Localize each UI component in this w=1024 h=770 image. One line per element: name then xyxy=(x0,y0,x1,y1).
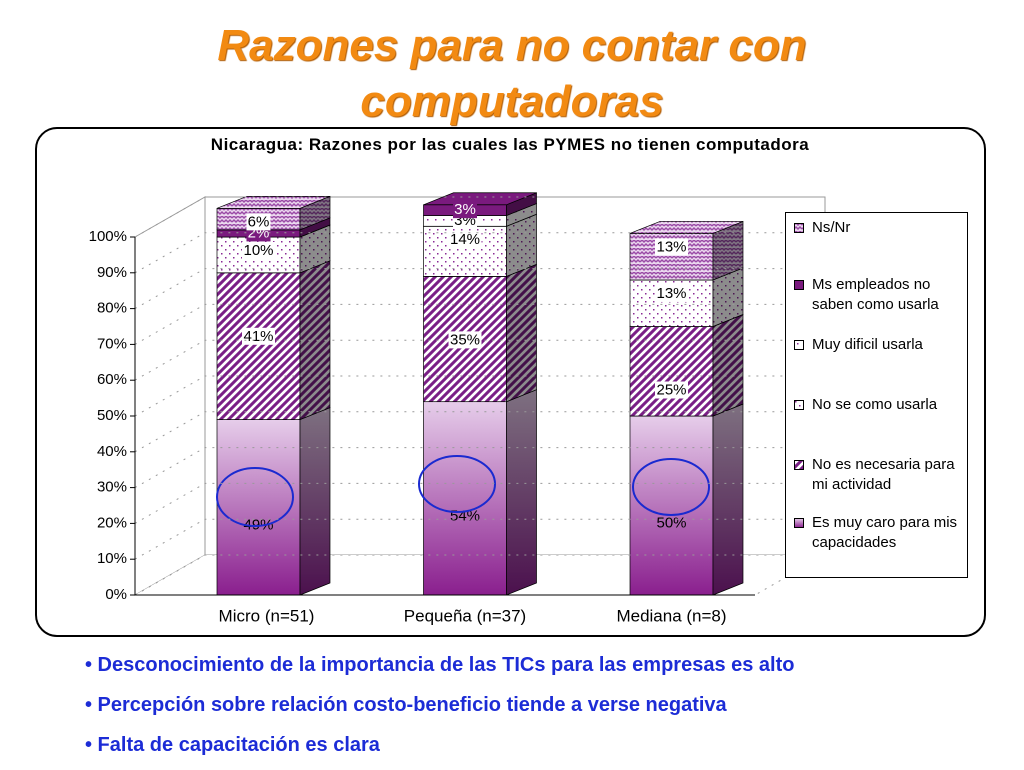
data-label-bg xyxy=(448,331,482,349)
data-label-bg xyxy=(655,238,688,256)
bar-segment xyxy=(216,407,331,596)
y-tick-label: 20% xyxy=(97,514,127,531)
y-tick-label: 10% xyxy=(97,550,127,567)
data-label: 41% xyxy=(243,328,273,345)
bullet: • Falta de capacitación es clara xyxy=(85,734,380,756)
x-tick-label: Micro (n=51) xyxy=(219,606,315,625)
data-label-bg xyxy=(453,201,477,219)
y-tick-label: 60% xyxy=(97,371,127,388)
data-label: 10% xyxy=(243,242,273,259)
y-tick-label: 30% xyxy=(97,479,127,496)
legend-item: No es necesaria para mi actividad xyxy=(794,455,966,495)
grid-line xyxy=(134,482,825,524)
legend-label: Es muy caro para mis capacidades xyxy=(812,514,958,551)
data-label-bg xyxy=(655,381,688,399)
data-label-bg xyxy=(242,327,275,345)
data-label: 3% xyxy=(454,201,476,218)
legend-swatch xyxy=(794,400,804,410)
y-tick-label: 90% xyxy=(97,264,127,281)
bar-segment xyxy=(629,403,744,596)
grid-line xyxy=(134,554,825,596)
legend: Ns/Nr Ms empleados no saben como usarla Mu… xyxy=(785,212,968,578)
data-label: 25% xyxy=(656,381,686,398)
data-label: 6% xyxy=(248,213,270,230)
legend-label: No se como usarla xyxy=(812,396,938,413)
bar-segment xyxy=(216,195,331,231)
legend-label: Ms empleados no saben como usarla xyxy=(812,276,939,313)
grid-line xyxy=(134,268,825,310)
data-label-bg xyxy=(246,213,271,231)
legend-item: Muy dificil usarla xyxy=(794,335,966,355)
data-label-bg xyxy=(242,242,275,259)
data-label-bg xyxy=(655,284,688,302)
legend-item: Ms empleados no saben como usarla xyxy=(794,275,966,315)
highlight-circles xyxy=(216,455,710,527)
data-label: 49% xyxy=(243,516,273,533)
legend-label: Ns/Nr xyxy=(812,219,851,236)
legend-item: No se como usarla xyxy=(794,395,966,415)
data-label: 35% xyxy=(450,331,480,348)
legend-item: Ns/Nr xyxy=(794,218,966,238)
legend-swatch xyxy=(794,518,804,528)
bar-segment xyxy=(629,313,744,417)
y-tick-label: 80% xyxy=(97,300,127,317)
y-tick-label: 100% xyxy=(89,228,127,245)
grid-line xyxy=(134,196,825,238)
data-label: 14% xyxy=(450,231,480,248)
grid-line xyxy=(134,303,825,345)
legend-label: Muy dificil usarla xyxy=(812,336,923,353)
chart-title: Nicaragua: Razones por las cuales las PY… xyxy=(210,135,810,154)
y-tick-label: 50% xyxy=(97,407,127,424)
grid-line xyxy=(134,339,825,381)
x-tick-label: Pequeña (n=37) xyxy=(404,606,526,625)
bullet: • Desconocimiento de la importancia de l… xyxy=(85,654,795,676)
grid-line xyxy=(134,375,825,417)
legend-swatch xyxy=(794,460,804,470)
legend-swatch xyxy=(794,280,804,290)
chart-frame xyxy=(35,127,986,637)
slide-title: Razones para no contar con computadoras xyxy=(217,21,807,126)
legend-label: No es necesaria para mi actividad xyxy=(812,456,955,493)
y-tick-label: 0% xyxy=(105,586,127,603)
data-label: 50% xyxy=(656,514,686,531)
data-label: 13% xyxy=(656,285,686,302)
bar-segment xyxy=(423,389,537,596)
legend-swatch xyxy=(794,223,804,233)
y-tick-label: 70% xyxy=(97,335,127,352)
grid-line xyxy=(134,232,825,274)
bullet: • Percepción sobre relación costo-benefi… xyxy=(85,694,727,716)
grid-line xyxy=(134,411,825,453)
x-tick-label: Mediana (n=8) xyxy=(616,606,726,625)
bullets: • Desconocimiento de la importancia de l… xyxy=(85,650,795,770)
legend-swatch xyxy=(794,340,804,350)
data-label: 54% xyxy=(450,507,480,524)
y-tick-label: 40% xyxy=(97,443,127,460)
grid-line xyxy=(134,447,825,489)
legend-item: Es muy caro para mis capacidades xyxy=(794,513,966,553)
grid-line xyxy=(134,518,825,560)
bar-segment xyxy=(423,263,537,403)
data-label: 13% xyxy=(656,238,686,255)
data-label-bg xyxy=(448,231,482,249)
